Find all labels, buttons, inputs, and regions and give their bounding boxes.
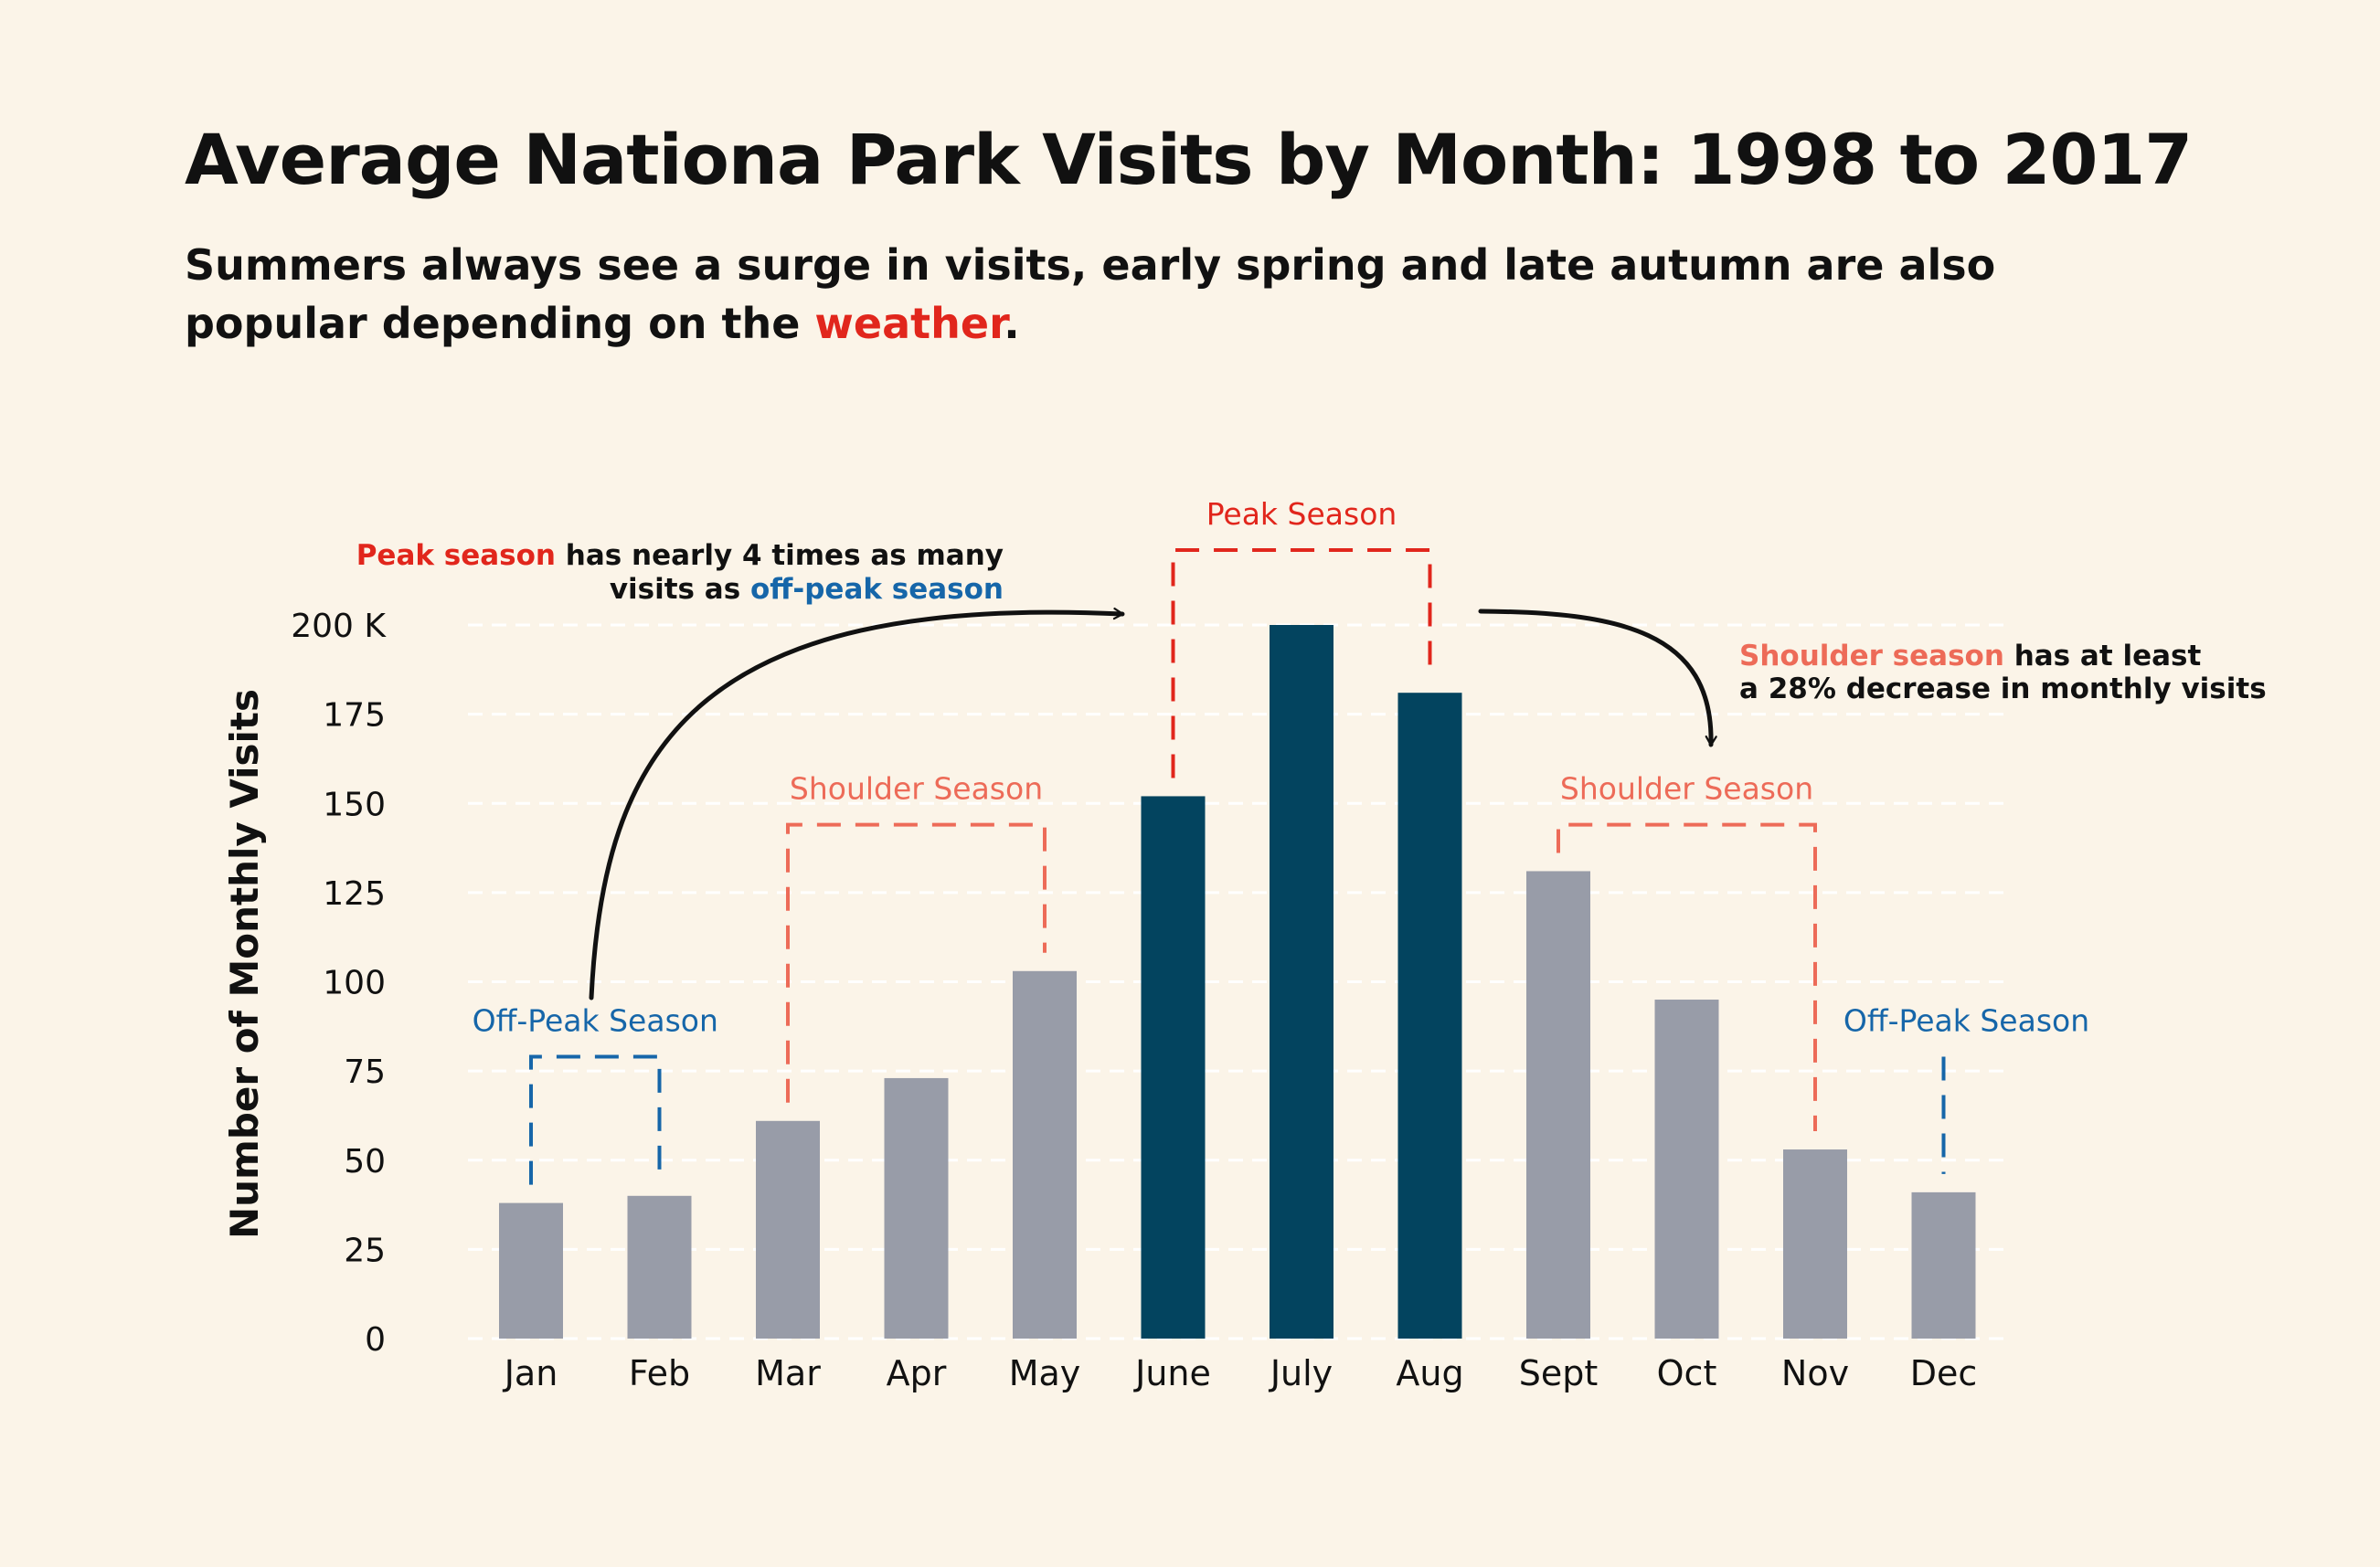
- bar-july: [1270, 625, 1333, 1339]
- annotation-line: Shoulder season has at least: [1739, 640, 2201, 672]
- bar-dec: [1911, 1191, 1976, 1339]
- x-tick-label: Jan: [503, 1353, 558, 1393]
- annotation-peak-vs-offpeak: Peak season has nearly 4 times as manyvi…: [356, 539, 1004, 606]
- x-tick-label: Nov: [1781, 1353, 1849, 1393]
- y-tick-label: 100: [323, 965, 386, 1002]
- annotation-run: Peak season: [356, 539, 556, 572]
- y-tick-label: 200 K: [291, 608, 387, 645]
- gridlines: [468, 623, 2009, 1340]
- annotations: Peak season has nearly 4 times as manyvi…: [356, 539, 2267, 705]
- subtitle-highlight: weather: [814, 299, 1004, 348]
- x-tick-label: July: [1269, 1353, 1333, 1393]
- bar-nov: [1783, 1149, 1847, 1339]
- bracket-line: [529, 1054, 662, 1185]
- season-label: Peak Season: [1206, 496, 1397, 532]
- bar-apr: [884, 1077, 949, 1339]
- season-label: Off-Peak Season: [1843, 1003, 2089, 1039]
- chart-title: Average Nationa Park Visits by Month: 19…: [185, 119, 2193, 200]
- arrow-to-peak: [589, 607, 1125, 1001]
- chart-subtitle: Summers always see a surge in visits, ea…: [185, 236, 2150, 353]
- annotation-arrows: [589, 607, 1717, 1001]
- bar-june: [1141, 796, 1206, 1339]
- season-brackets: Off-Peak Season Shoulder Season Peak Seaso…: [473, 496, 2089, 1185]
- bars: [499, 625, 1976, 1339]
- bar-sept: [1526, 871, 1590, 1339]
- x-tick-label: Aug: [1396, 1353, 1463, 1393]
- x-tick-label: Feb: [629, 1353, 690, 1393]
- subtitle-end: .: [1004, 299, 1020, 348]
- bracket-line: [1171, 547, 1432, 778]
- bar-oct: [1654, 1000, 1719, 1339]
- season-bracket: Off-Peak Season: [473, 1003, 718, 1185]
- y-axis-title: Number of Monthly Visits: [222, 689, 267, 1239]
- bar-feb: [627, 1195, 692, 1339]
- season-label: Shoulder Season: [1560, 771, 1813, 807]
- y-tick-label: 175: [323, 697, 386, 735]
- bar-mar: [756, 1120, 820, 1339]
- arrow-to-shoulder: [1478, 609, 1717, 747]
- season-bracket: Shoulder Season: [786, 771, 1047, 1103]
- subtitle-text: Summers always see a surge in visits, ea…: [185, 240, 1996, 348]
- y-tick-label: 25: [344, 1232, 386, 1269]
- annotation-run: a 28% decrease in monthly visits: [1739, 672, 2267, 705]
- annotation-run: visits as: [610, 573, 750, 606]
- x-tick-label: Apr: [887, 1353, 947, 1393]
- bar-jan: [499, 1202, 563, 1339]
- y-tick-label: 75: [344, 1053, 386, 1091]
- x-tick-label: May: [1009, 1353, 1081, 1393]
- x-axis: Jan Feb Mar Apr May June July Aug Sept Oct Nov Dec: [503, 1353, 1978, 1393]
- x-tick-label: June: [1133, 1353, 1211, 1393]
- annotation-line: Peak season has nearly 4 times as many: [356, 539, 1004, 572]
- x-tick-label: Mar: [755, 1353, 821, 1393]
- season-bracket: Peak Season: [1171, 496, 1432, 778]
- season-bracket: Off-Peak Season: [1843, 1003, 2089, 1174]
- bar-may: [1013, 970, 1077, 1339]
- annotation-run: off-peak season: [750, 573, 1004, 606]
- annotation-line: a 28% decrease in monthly visits: [1739, 672, 2267, 705]
- y-tick-label: 0: [365, 1321, 386, 1359]
- x-tick-label: Dec: [1910, 1353, 1978, 1393]
- x-tick-label: Oct: [1657, 1353, 1717, 1393]
- y-tick-label: 125: [323, 875, 386, 913]
- season-label: Shoulder Season: [790, 771, 1043, 807]
- annotation-run: Shoulder season: [1739, 640, 2004, 672]
- annotation-run: has nearly 4 times as many: [556, 539, 1004, 572]
- y-axis: 0 25 50 75 100 125 150 175 200 K: [291, 608, 387, 1359]
- bracket-line: [786, 822, 1047, 1103]
- x-tick-label: Sept: [1519, 1353, 1599, 1393]
- season-bracket: Shoulder Season: [1557, 771, 1817, 1132]
- y-tick-label: 150: [323, 786, 386, 823]
- annotation-line: visits as off-peak season: [610, 573, 1004, 606]
- season-label: Off-Peak Season: [473, 1003, 718, 1039]
- y-tick-label: 50: [344, 1143, 386, 1181]
- bar-aug: [1397, 693, 1462, 1339]
- annotation-run: has at least: [2004, 640, 2202, 672]
- bracket-line: [1557, 822, 1817, 1132]
